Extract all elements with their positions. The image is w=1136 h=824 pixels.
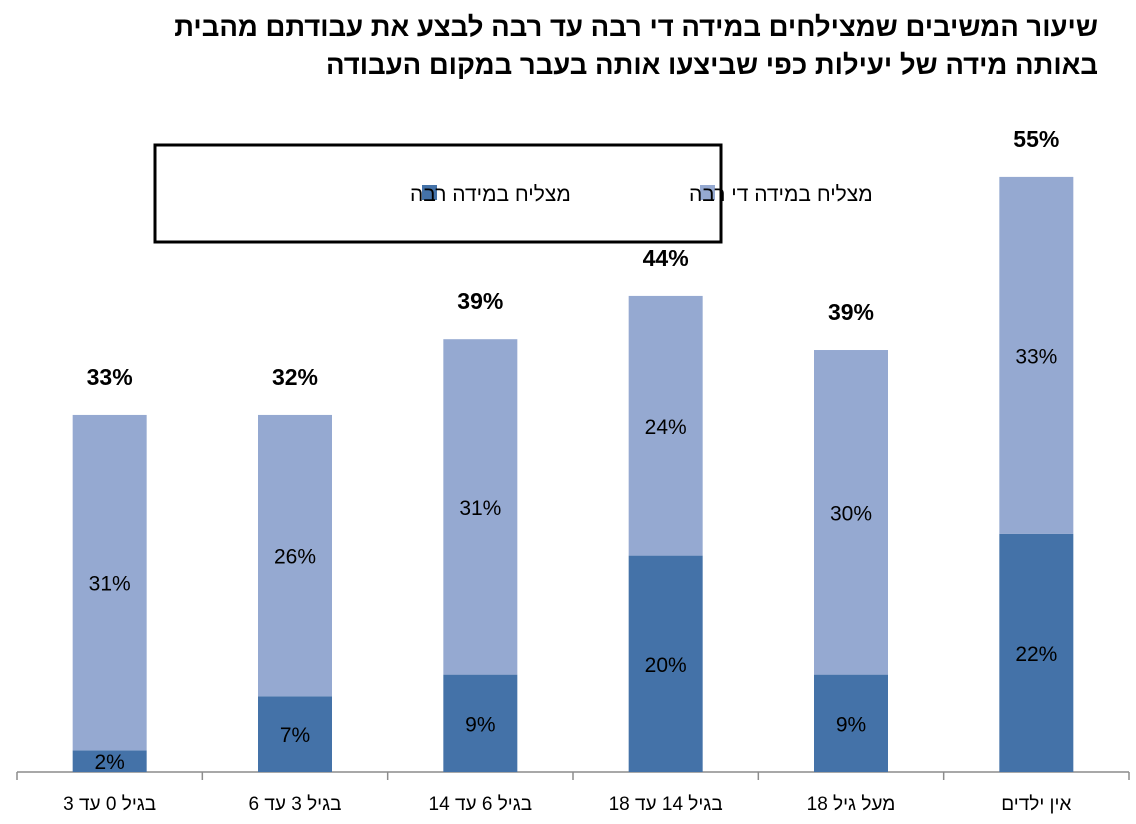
bar-segment-fairly-large-extent: [628, 295, 703, 556]
bar-total-label: 33%: [87, 364, 133, 390]
bar-segment-label: 26%: [274, 546, 316, 569]
bar-total-label: 55%: [1013, 126, 1059, 152]
x-axis-category-label: אין ילדים: [1001, 794, 1071, 815]
bar-segment-fairly-large-extent: [443, 339, 518, 675]
x-axis-category-label: בגיל 14 עד 18: [609, 794, 723, 815]
bar-total-label: 39%: [457, 288, 503, 314]
bar-segment-large-extent: [258, 696, 332, 772]
bar-segment-label: 24%: [645, 416, 687, 439]
legend-label-fairly-large: מצליח במידה די רבה: [689, 183, 873, 206]
bar-total-label: 44%: [643, 245, 689, 271]
bar-segment-label: 7%: [280, 724, 310, 747]
bar-segment-label: 31%: [89, 573, 131, 596]
x-axis-category-label: בגיל 0 עד 3: [63, 794, 156, 815]
bar-segment-fairly-large-extent: [258, 414, 332, 697]
legend-label-large: מצליח במידה רבה: [410, 183, 571, 206]
bar-segment-large-extent: [999, 533, 1074, 772]
legend-box: [153, 143, 723, 244]
chart-title-line-1: שיעור המשיבים שמצילחים במידה די רבה עד ר…: [174, 11, 1098, 42]
bar-segment-fairly-large-extent: [72, 414, 147, 751]
bar-segment-large-extent: [814, 674, 888, 772]
bar-segment-label: 9%: [836, 713, 866, 736]
bar-segment-label: 33%: [1015, 345, 1057, 368]
bar-segment-label: 2%: [94, 751, 124, 774]
bar-segment-label: 30%: [830, 502, 872, 525]
bar-total-label: 32%: [272, 364, 318, 390]
bar-segment-label: 31%: [459, 497, 501, 520]
bar-segment-fairly-large-extent: [999, 176, 1074, 534]
bar-segment-label: 9%: [465, 713, 495, 736]
bar-segment-label: 20%: [645, 654, 687, 677]
bar-segment-large-extent: [443, 674, 518, 772]
legend-swatch-large: [422, 185, 437, 200]
bar-segment-large-extent: [628, 555, 703, 772]
legend-swatch-fairly-large: [700, 185, 715, 200]
x-axis-category-label: מעל גיל 18: [807, 794, 896, 815]
chart-title: שיעור המשיבים שמצילחים במידה די רבה עד ר…: [8, 8, 1098, 84]
bar-total-label: 39%: [828, 299, 874, 325]
bar-segment-fairly-large-extent: [814, 350, 888, 675]
bar-segment-large-extent: [72, 750, 147, 772]
x-axis-category-label: בגיל 6 עד 14: [429, 794, 533, 815]
x-axis-category-label: בגיל 3 עד 6: [249, 794, 342, 815]
bar-segment-label: 22%: [1015, 643, 1057, 666]
chart-title-line-2: באותה מידה של יעילות כפי שביצעו אותה בעב…: [325, 49, 1098, 80]
